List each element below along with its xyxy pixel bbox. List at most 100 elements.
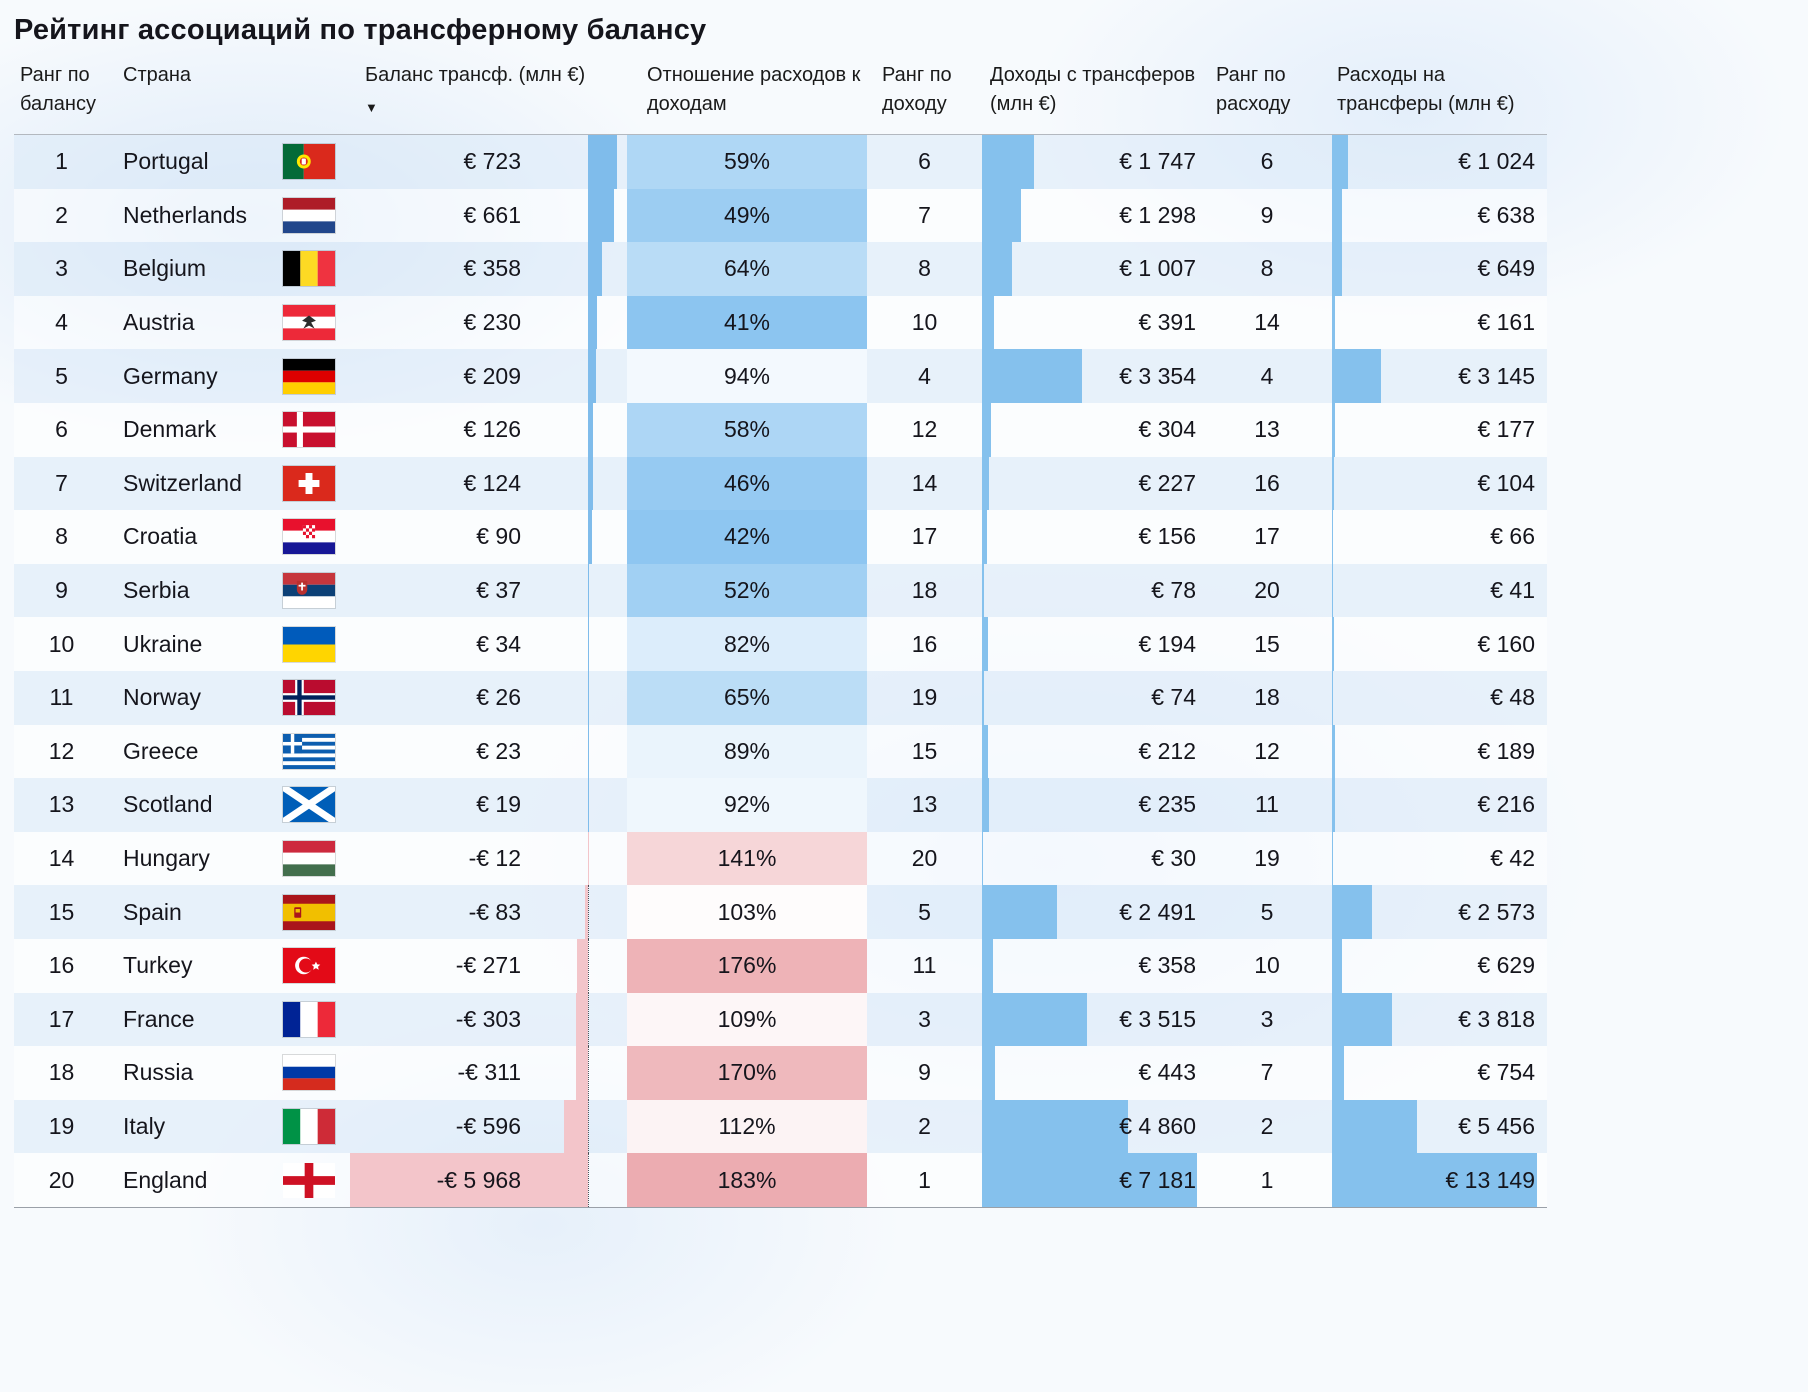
flag-cell bbox=[269, 939, 349, 993]
balance-cell: -€ 311 bbox=[349, 1046, 589, 1100]
ratio-cell: 112% bbox=[627, 1099, 867, 1154]
income-value: € 2 491 bbox=[1119, 898, 1196, 925]
ratio-cell: 58% bbox=[627, 402, 867, 457]
balance-cell: € 34 bbox=[349, 617, 590, 671]
expense-cell: € 66 bbox=[1332, 510, 1547, 564]
balance-cell: € 37 bbox=[349, 563, 590, 618]
income-cell: € 156 bbox=[982, 510, 1202, 564]
rank-by-income-value: 1 bbox=[918, 1166, 931, 1193]
rank-by-expense-value: 13 bbox=[1254, 416, 1280, 443]
expense-cell: € 161 bbox=[1332, 295, 1547, 350]
balance-bar bbox=[588, 510, 592, 564]
rank-by-income-value: 19 bbox=[911, 684, 938, 711]
expense-value: € 649 bbox=[1477, 255, 1535, 282]
income-value: € 443 bbox=[1138, 1059, 1196, 1086]
balance-bar bbox=[564, 1099, 588, 1154]
rank-by-income-value: 3 bbox=[918, 1005, 931, 1032]
sort-desc-icon[interactable]: ▼ bbox=[365, 100, 378, 115]
balance-bar bbox=[350, 1153, 588, 1207]
income-bar bbox=[982, 724, 989, 779]
expense-bar bbox=[1332, 242, 1343, 296]
header-balance[interactable]: Баланс трансф. (млн €) ▼ bbox=[349, 59, 589, 118]
balance-zero-axis bbox=[349, 1099, 589, 1154]
rank-by-expense-value: 6 bbox=[1260, 148, 1274, 175]
balance-bar-overflow-zone bbox=[589, 671, 627, 725]
ratio-cell: 89% bbox=[627, 724, 867, 779]
header-rank-by-expense: Ранг по расходу bbox=[1202, 59, 1332, 119]
expense-value: € 177 bbox=[1477, 416, 1535, 443]
rank-by-income-value: 7 bbox=[918, 201, 931, 228]
rank-by-expense-value: 7 bbox=[1260, 1059, 1274, 1086]
expense-cell: € 13 149 bbox=[1332, 1153, 1547, 1207]
balance-zero-axis bbox=[349, 242, 603, 296]
balance-zero-axis bbox=[349, 885, 589, 939]
flag-hu-icon bbox=[283, 841, 335, 877]
rank-by-balance-value: 15 bbox=[48, 898, 75, 925]
rank-by-income-value: 8 bbox=[918, 255, 931, 282]
table-row: 11 Norway € 26 65% 19 € 74 18 € 48 bbox=[14, 670, 1547, 725]
table-row: 7 Switzerland € 124 46% 14 € 227 16 € 10… bbox=[14, 456, 1547, 511]
income-cell: € 212 bbox=[982, 724, 1202, 779]
country-name: Spain bbox=[123, 898, 182, 925]
balance-bar-overflow-zone bbox=[589, 778, 627, 832]
flag-at-icon bbox=[283, 305, 335, 341]
header-rank-by-expense-label: Ранг по расходу bbox=[1216, 64, 1291, 115]
flag-cell bbox=[269, 1100, 349, 1154]
expense-bar bbox=[1332, 885, 1373, 939]
balance-value: -€ 271 bbox=[455, 952, 521, 979]
flag-en-icon bbox=[283, 1162, 335, 1198]
balance-zero-axis bbox=[349, 992, 589, 1047]
balance-zero-axis bbox=[349, 831, 589, 886]
balance-cell: -€ 303 bbox=[349, 992, 589, 1047]
expense-cell: € 160 bbox=[1332, 617, 1547, 671]
balance-bar bbox=[575, 992, 588, 1047]
rank-by-balance-value: 13 bbox=[48, 791, 75, 818]
expense-bar bbox=[1332, 1153, 1537, 1207]
flag-cell bbox=[269, 403, 349, 457]
balance-value: € 124 bbox=[463, 469, 521, 496]
balance-cell: -€ 12 bbox=[349, 831, 589, 886]
expense-cell: € 5 456 bbox=[1332, 1099, 1547, 1154]
flag-sct-icon bbox=[283, 787, 335, 823]
ratio-cell: 92% bbox=[627, 778, 867, 832]
expense-value: € 104 bbox=[1477, 469, 1535, 496]
income-value: € 1 298 bbox=[1119, 201, 1196, 228]
rank-by-balance-value: 17 bbox=[48, 1005, 75, 1032]
country-name: Greece bbox=[123, 737, 199, 764]
income-bar bbox=[982, 188, 1021, 243]
expense-cell: € 2 573 bbox=[1332, 885, 1547, 939]
expense-cell: € 48 bbox=[1332, 670, 1547, 725]
country-name: Ukraine bbox=[123, 630, 203, 657]
flag-rs-icon bbox=[283, 573, 335, 609]
flag-fr-icon bbox=[283, 1001, 335, 1037]
balance-bar bbox=[588, 563, 590, 618]
income-value: € 156 bbox=[1138, 523, 1196, 550]
income-bar bbox=[982, 242, 1013, 296]
income-cell: € 194 bbox=[982, 617, 1202, 671]
country-name: Switzerland bbox=[123, 469, 242, 496]
income-cell: € 391 bbox=[982, 295, 1202, 350]
income-cell: € 1 007 bbox=[982, 242, 1202, 296]
table-row: 5 Germany € 209 94% 4 € 3 354 4 € 3 145 bbox=[14, 349, 1547, 403]
balance-bar bbox=[588, 188, 615, 243]
rank-by-income-value: 5 bbox=[918, 898, 931, 925]
balance-value: -€ 5 968 bbox=[436, 1166, 521, 1193]
income-value: € 1 747 bbox=[1119, 148, 1196, 175]
balance-zero-axis bbox=[349, 349, 597, 403]
expense-bar bbox=[1332, 617, 1335, 671]
flag-no-icon bbox=[283, 680, 335, 716]
income-value: € 391 bbox=[1138, 309, 1196, 336]
expense-cell: € 754 bbox=[1332, 1046, 1547, 1100]
country-name: Turkey bbox=[123, 952, 193, 979]
rank-by-expense-value: 8 bbox=[1260, 255, 1274, 282]
flag-cell bbox=[269, 993, 349, 1047]
header-gap bbox=[589, 59, 627, 61]
balance-bar-overflow-zone bbox=[589, 617, 627, 671]
rank-by-income-value: 9 bbox=[918, 1059, 931, 1086]
table-row: 2 Netherlands € 661 49% 7 € 1 298 9 € 63… bbox=[14, 188, 1547, 243]
ratio-cell: 103% bbox=[627, 885, 867, 939]
header-country: Страна bbox=[109, 59, 269, 90]
balance-value: € 37 bbox=[476, 577, 521, 604]
balance-bar bbox=[588, 135, 617, 189]
rank-by-income-value: 14 bbox=[911, 469, 938, 496]
